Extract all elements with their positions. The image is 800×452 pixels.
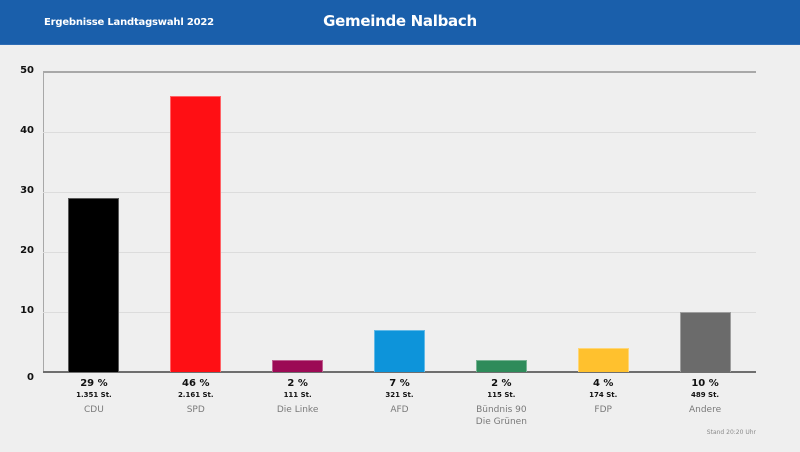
- gridline: [43, 312, 756, 313]
- plot-area: [43, 71, 756, 373]
- party-name: Bündnis 90 Die Grünen: [475, 405, 527, 427]
- votes-label: 174 St.: [589, 391, 618, 399]
- category-label-group: 46 % 2.161 St. SPD: [145, 377, 247, 416]
- percent-label: 46 %: [182, 378, 210, 389]
- percent-label: 2 %: [287, 378, 308, 389]
- bar-spd[interactable]: [170, 96, 222, 372]
- party-name: AFD: [390, 405, 409, 415]
- chart-title: Gemeinde Nalbach: [323, 12, 477, 30]
- party-name: FDP: [594, 405, 612, 415]
- category-label-group: 7 % 321 St. AFD: [349, 377, 451, 416]
- percent-label: 7 %: [389, 378, 410, 389]
- category-label-group: 2 % 111 St. Die Linke: [247, 377, 349, 416]
- votes-label: 111 St.: [283, 391, 312, 399]
- party-name: CDU: [84, 405, 104, 415]
- votes-label: 489 St.: [691, 391, 720, 399]
- gridline-top: [43, 71, 756, 73]
- votes-label: 2.161 St.: [177, 391, 214, 399]
- bar-die-linke[interactable]: [272, 360, 324, 372]
- y-tick-label: 10: [20, 305, 34, 316]
- y-tick-label: 30: [20, 185, 34, 196]
- y-tick-label: 50: [20, 65, 34, 76]
- bar-andere[interactable]: [679, 312, 731, 372]
- percent-label: 29 %: [80, 378, 108, 389]
- chart-subtitle: Ergebnisse Landtagswahl 2022: [44, 17, 214, 28]
- bar-fdp[interactable]: [577, 348, 629, 372]
- header-bar: Ergebnisse Landtagswahl 2022 Gemeinde Na…: [0, 0, 800, 45]
- gridline: [43, 252, 756, 253]
- party-name: SPD: [186, 405, 205, 415]
- y-axis-line: [43, 72, 44, 372]
- y-tick-label: 0: [27, 372, 34, 383]
- party-name: Die Linke: [276, 405, 319, 415]
- bar-cdu[interactable]: [68, 198, 120, 372]
- bar-b-ndnis-90[interactable]: [475, 360, 527, 372]
- category-label-group: 10 % 489 St. Andere: [654, 377, 756, 416]
- category-label-group: 29 % 1.351 St. CDU: [43, 377, 145, 416]
- votes-label: 321 St.: [385, 391, 414, 399]
- category-label-group: 2 % 115 St. Bündnis 90 Die Grünen: [450, 377, 552, 428]
- gridline: [43, 132, 756, 133]
- votes-label: 115 St.: [487, 391, 516, 399]
- gridline: [43, 192, 756, 193]
- party-name: Andere: [688, 405, 722, 415]
- y-tick-label: 40: [20, 125, 34, 136]
- percent-label: 2 %: [491, 378, 512, 389]
- percent-label: 10 %: [691, 378, 719, 389]
- category-label-group: 4 % 174 St. FDP: [552, 377, 654, 416]
- x-axis-baseline: [43, 371, 756, 373]
- y-tick-label: 20: [20, 245, 34, 256]
- bar-afd[interactable]: [374, 330, 425, 372]
- percent-label: 4 %: [592, 378, 614, 389]
- votes-label: 1.351 St.: [76, 391, 112, 399]
- timestamp-label: Stand 20:20 Uhr: [706, 429, 756, 436]
